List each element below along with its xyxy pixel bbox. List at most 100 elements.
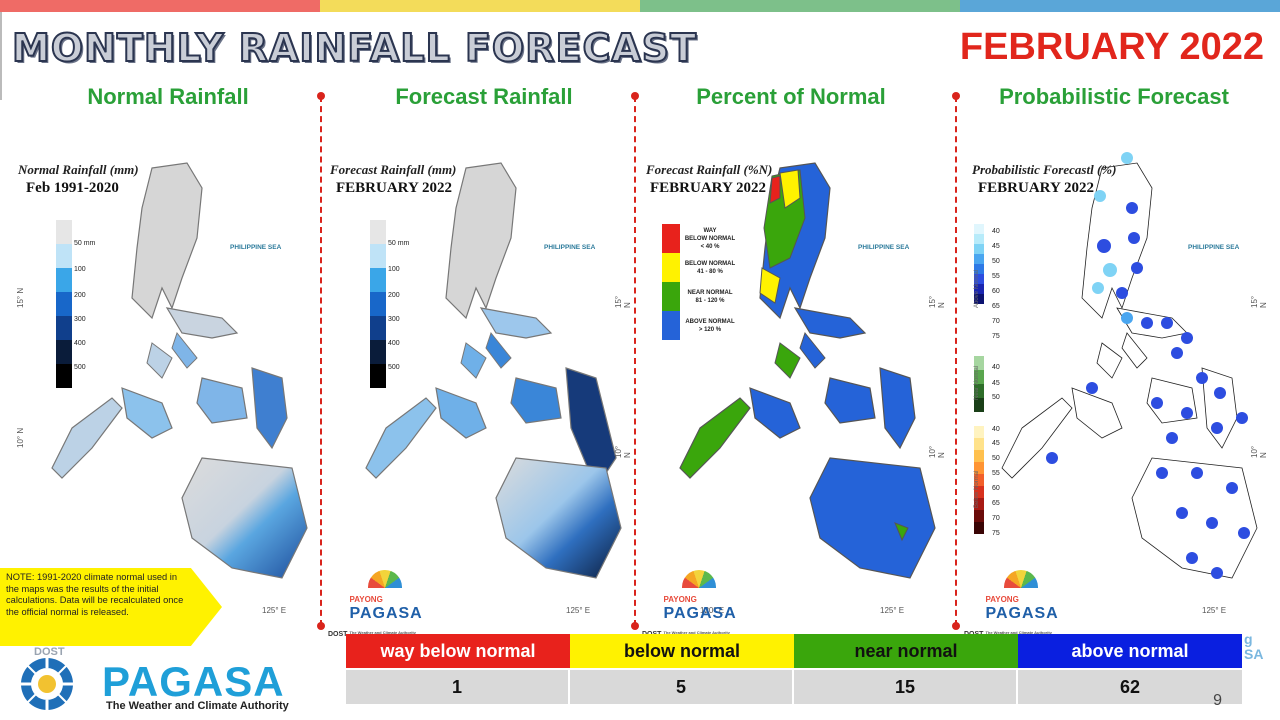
panel-title-probabilistic: Probabilistic Forecast bbox=[999, 84, 1229, 109]
summary-header-near: near normal bbox=[794, 634, 1018, 668]
legend-category: Near Normal bbox=[974, 365, 980, 400]
legend-value: 45 bbox=[992, 243, 1000, 250]
prob-legend-near bbox=[974, 356, 984, 412]
payong-text: PAYONG bbox=[985, 595, 1019, 604]
prob-legend-below bbox=[974, 426, 984, 534]
legend-row-way-below: WAY BELOW NORMAL < 40 % bbox=[662, 224, 740, 253]
pagasa-text: PAGASA bbox=[349, 605, 423, 622]
legend-swatch bbox=[662, 224, 680, 253]
legend-value: 300 bbox=[74, 316, 86, 323]
legend-category: Above Normal bbox=[974, 269, 980, 308]
legend-line: ABOVE NORMAL bbox=[685, 318, 735, 325]
sea-label: PHILIPPINE SEA bbox=[858, 244, 910, 251]
probability-dots bbox=[1046, 152, 1250, 579]
legend-text: ABOVE NORMAL > 120 % bbox=[680, 318, 740, 334]
legend-text: BELOW NORMAL 41 - 80 % bbox=[680, 260, 740, 276]
lat-label: 15° N bbox=[16, 287, 25, 308]
legend-swatch bbox=[370, 316, 386, 340]
legend-swatch bbox=[370, 220, 386, 244]
lat-label: 15° N bbox=[614, 295, 632, 308]
payong-pagasa-text: PAYONG PAGASA The Weather and Climate Auth… bbox=[985, 590, 1058, 638]
legend-swatch bbox=[370, 244, 386, 268]
lon-label: 120° E bbox=[700, 606, 725, 615]
pagasa-text: PAGASA bbox=[663, 605, 737, 622]
philippines-map-probabilistic bbox=[1001, 152, 1258, 579]
legend-value: 40 bbox=[992, 426, 1000, 433]
legend-value: 55 bbox=[992, 470, 1000, 477]
legend-value: 400 bbox=[74, 340, 86, 347]
lat-label: 15° N bbox=[1250, 295, 1268, 308]
legend-swatch bbox=[974, 284, 984, 294]
legend-value: 45 bbox=[992, 440, 1000, 447]
legend-value: 65 bbox=[992, 500, 1000, 507]
payong-pagasa-text: PAYONG PAGASA The Weather and Climate Auth… bbox=[663, 590, 736, 638]
legend-value: 75 bbox=[992, 333, 1000, 340]
legend-swatch bbox=[370, 268, 386, 292]
legend-line: BELOW NORMAL bbox=[684, 235, 736, 242]
rainfall-legend bbox=[370, 220, 386, 388]
legend-value: 50 mm bbox=[388, 240, 410, 247]
legend-swatch bbox=[974, 274, 984, 284]
legend-swatch bbox=[974, 398, 984, 412]
legend-value: 100 bbox=[388, 266, 400, 273]
map-panel-normal: . Normal Rainfall (mm) Feb 1991-2020 50 … bbox=[12, 128, 312, 626]
faded-text: SA bbox=[1244, 646, 1264, 662]
map-subtitle: FEBRUARY 2022 bbox=[336, 180, 453, 196]
summary-value-above: 62 bbox=[1018, 670, 1242, 704]
summary-header-way-below: way below normal bbox=[346, 634, 570, 668]
legend-line: > 120 % bbox=[698, 326, 722, 333]
lon-label: 125° E bbox=[880, 606, 905, 615]
map-label: Probabilistic Forecastl (%) bbox=[972, 162, 1117, 177]
legend-swatch bbox=[56, 244, 72, 268]
legend-swatch bbox=[974, 234, 984, 244]
legend-value: 500 bbox=[388, 364, 400, 371]
umbrella-icon bbox=[368, 570, 402, 588]
legend-swatch bbox=[974, 498, 984, 510]
legend-swatch bbox=[974, 450, 984, 462]
legend-value: 40 bbox=[992, 228, 1000, 235]
legend-swatch bbox=[974, 370, 984, 384]
legend-swatch bbox=[370, 364, 386, 388]
legend-value: 50 bbox=[992, 258, 1000, 265]
legend-value: 50 bbox=[992, 394, 1000, 401]
legend-value: 45 bbox=[992, 380, 1000, 387]
strip-blue bbox=[960, 0, 1280, 12]
pagasa-text: PAGASA bbox=[985, 605, 1059, 622]
lon-label: 125° E bbox=[262, 606, 287, 615]
summary-values-row: 1 5 15 62 bbox=[346, 668, 1242, 704]
tagline-text: The Weather and Climate Authority bbox=[663, 630, 730, 635]
slide-number: 9 bbox=[1213, 692, 1222, 709]
sea-label: PHILIPPINE SEA bbox=[230, 244, 282, 251]
top-color-strip bbox=[0, 0, 1280, 12]
legend-row-near: NEAR NORMAL 81 - 120 % bbox=[662, 282, 740, 311]
legend-swatch bbox=[974, 244, 984, 254]
lat-label: 15° N bbox=[928, 295, 946, 308]
faded-text: g bbox=[1244, 631, 1253, 647]
map-subtitle: Feb 1991-2020 bbox=[26, 180, 119, 196]
map-panel-probabilistic: Probabilistic Forecastl (%) FEBRUARY 202… bbox=[962, 128, 1268, 638]
strip-yellow bbox=[320, 0, 640, 12]
legend-swatch bbox=[974, 474, 984, 486]
umbrella-icon bbox=[682, 570, 716, 588]
lat-label: 10° N bbox=[614, 445, 632, 458]
legend-swatch bbox=[974, 254, 984, 264]
legend-line: < 40 % bbox=[700, 243, 720, 250]
legend-value: 75 bbox=[992, 530, 1000, 537]
legend-swatch bbox=[56, 292, 72, 316]
legend-value: 100 bbox=[74, 266, 86, 273]
legend-swatch bbox=[974, 264, 984, 274]
payong-text: PAYONG bbox=[349, 595, 383, 604]
legend-swatch bbox=[662, 253, 680, 282]
legend-value: 200 bbox=[388, 292, 400, 299]
legend-category: Below Normal bbox=[974, 470, 980, 508]
philippines-map-forecast bbox=[365, 162, 622, 579]
pagasa-seal-icon bbox=[21, 658, 73, 710]
legend-value: 70 bbox=[992, 515, 1000, 522]
legend-swatch bbox=[56, 316, 72, 340]
payong-text: PAYONG bbox=[663, 595, 697, 604]
legend-swatch bbox=[974, 486, 984, 498]
legend-value: 50 bbox=[992, 455, 1000, 462]
